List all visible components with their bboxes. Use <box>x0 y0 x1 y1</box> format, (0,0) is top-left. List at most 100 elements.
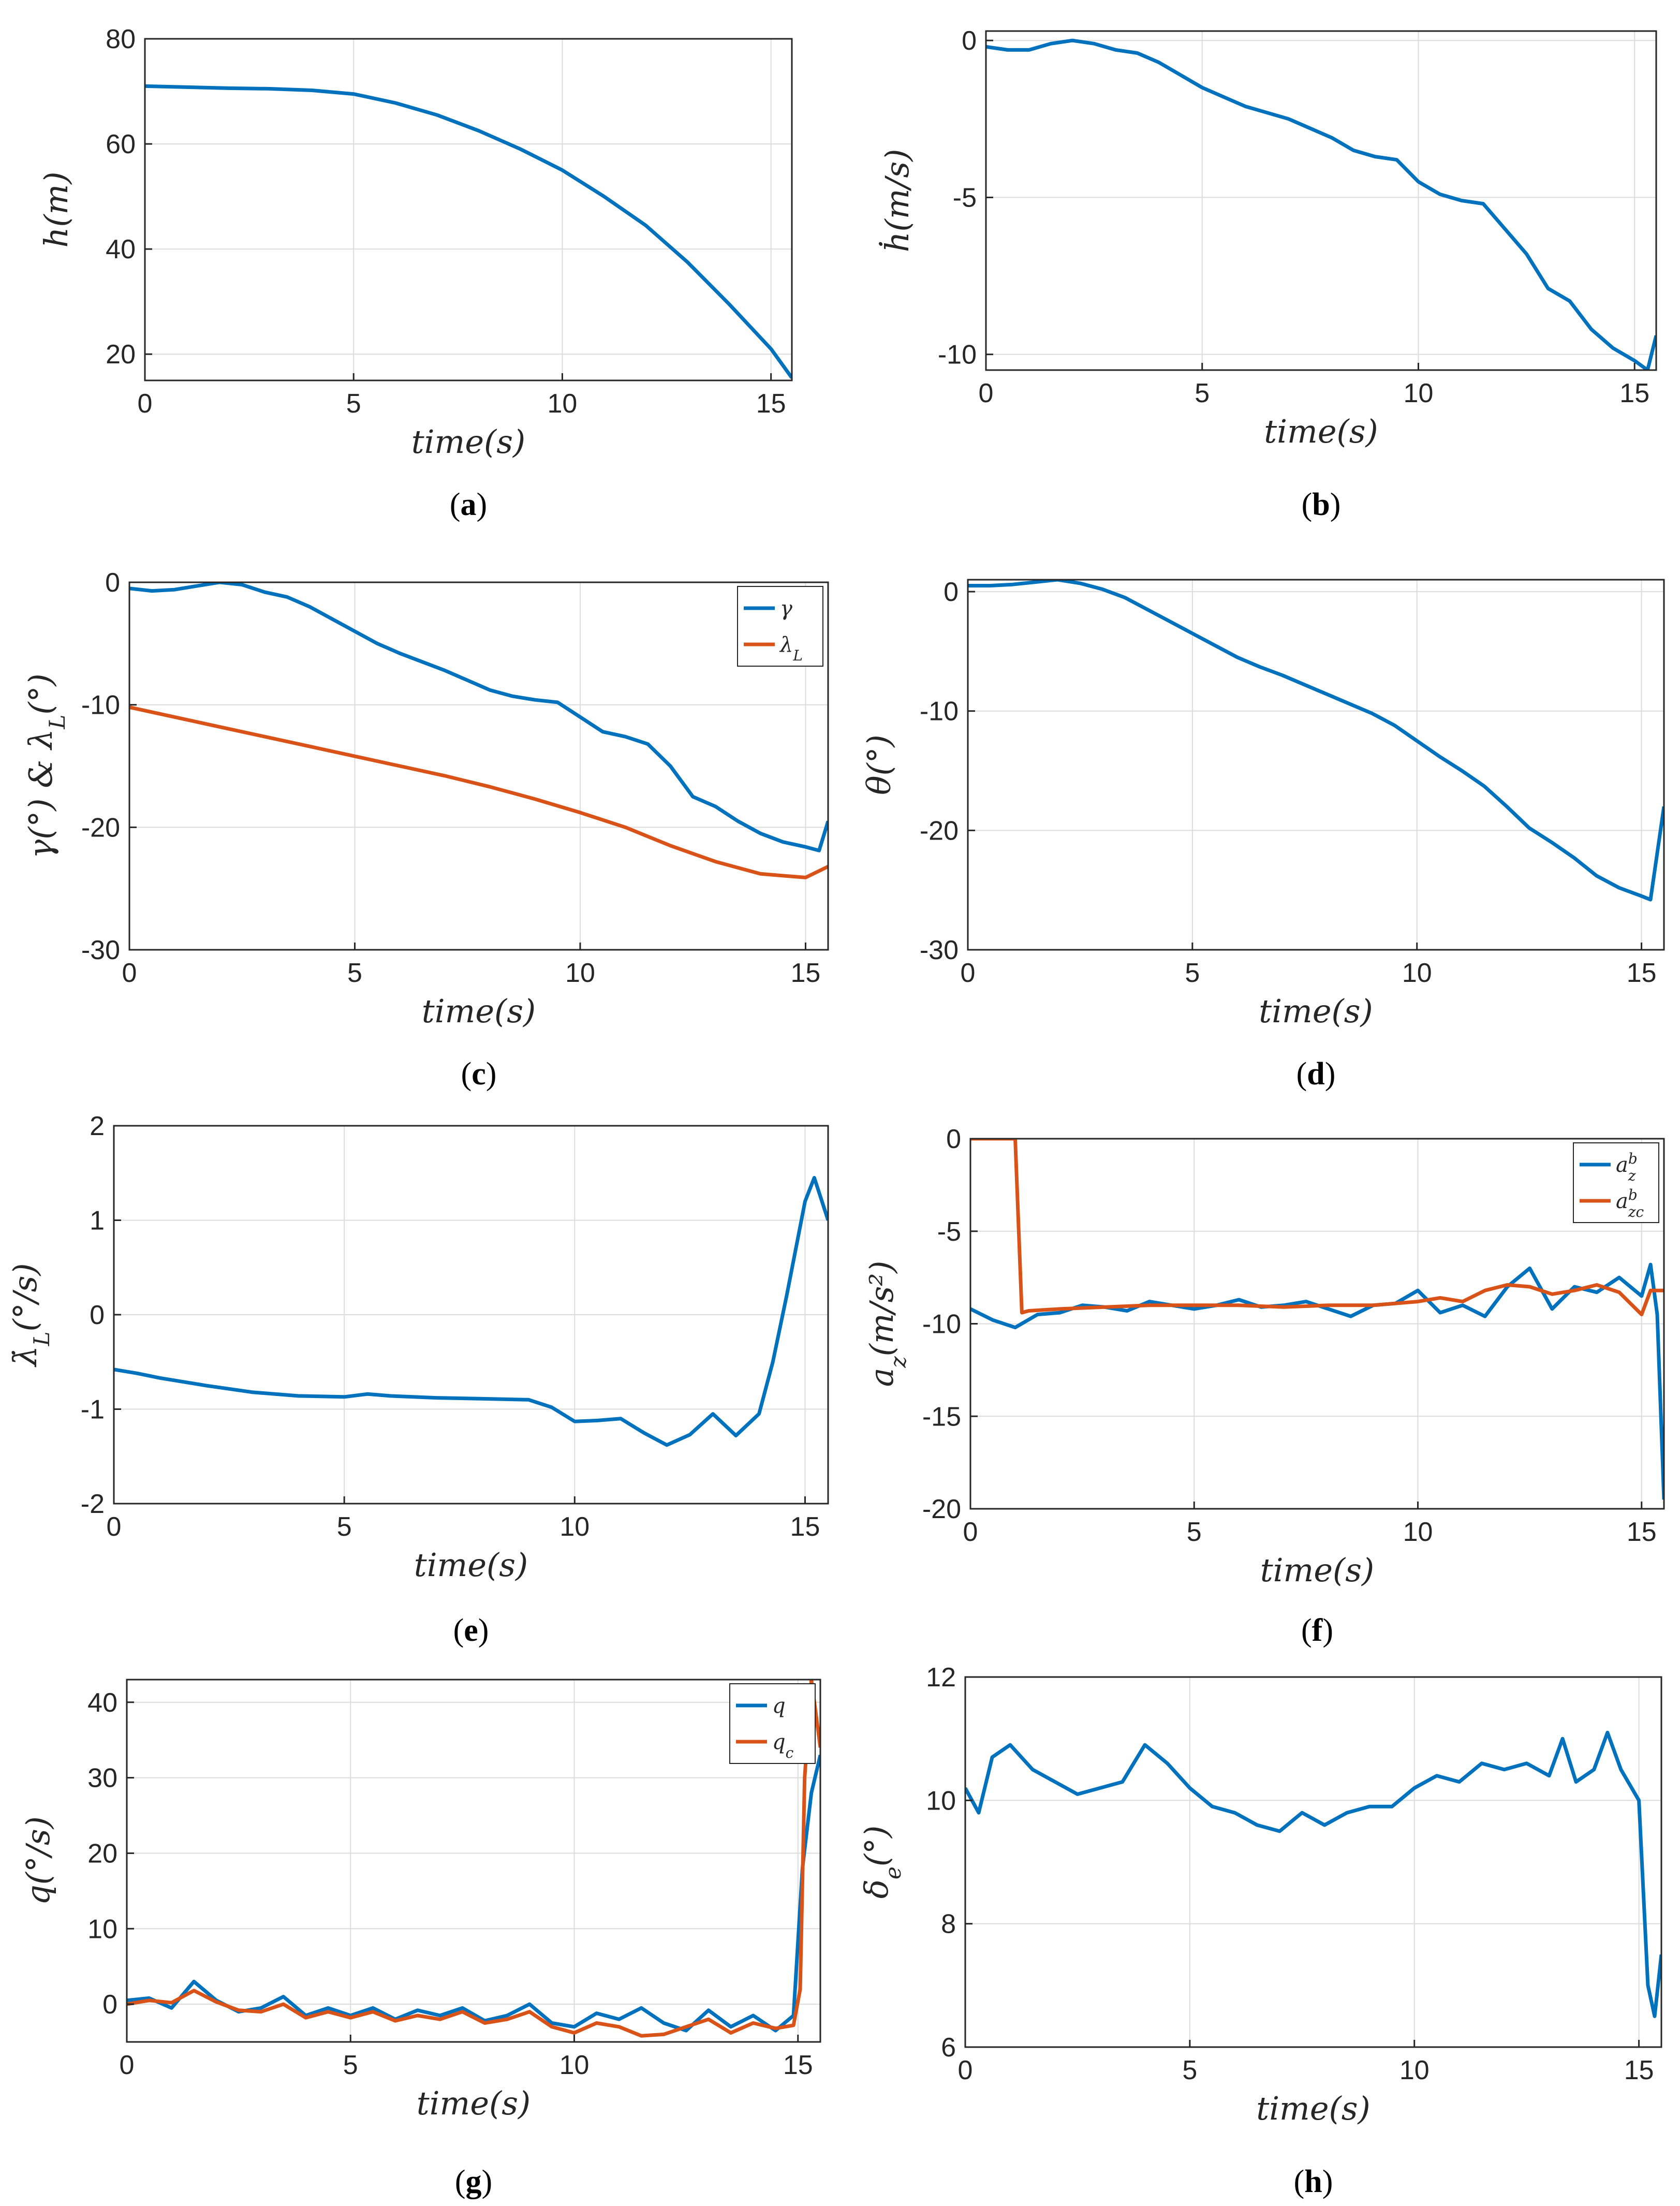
x-tick-label: 10 <box>1403 1517 1433 1547</box>
y-tick-label: 0 <box>105 568 120 598</box>
plot-area <box>968 580 1664 950</box>
series-line-h-0 <box>965 1730 1661 2018</box>
y-tick-label: -10 <box>920 697 959 727</box>
y-tick-label: 0 <box>90 1300 105 1330</box>
panel-caption: (h) <box>1294 2164 1333 2199</box>
y-tick-label: 0 <box>102 1990 117 2020</box>
x-tick-label: 15 <box>783 2050 813 2080</box>
y-tick-label: 0 <box>962 26 977 56</box>
panel-h: 0 5 10 15 6 8 10 12 time(s) δe(°) (h) <box>858 1663 1662 2199</box>
y-axis-label: θ(°) <box>860 734 898 795</box>
series-line-e-0 <box>114 1175 828 1447</box>
x-tick-label: 15 <box>790 1512 820 1542</box>
y-axis-label: h(m) <box>37 171 75 247</box>
x-tick-label: 10 <box>559 1512 590 1542</box>
legend-box <box>729 1683 816 1764</box>
y-tick-label: 40 <box>87 1688 117 1718</box>
plot-area <box>129 582 828 950</box>
axes-box <box>964 1676 1662 2048</box>
y-axis-label: az(m/s²) <box>863 1261 911 1387</box>
y-axis-label: q(°/s) <box>19 1816 57 1905</box>
y-tick-label: -5 <box>937 1217 961 1247</box>
x-tick-label: 10 <box>559 2050 590 2080</box>
y-tick-label: 30 <box>87 1763 117 1793</box>
x-tick-label: 5 <box>346 389 361 419</box>
y-tick-label: -10 <box>938 340 977 370</box>
x-tick-label: 5 <box>1187 1517 1202 1547</box>
series-line-a-0 <box>145 84 792 379</box>
x-tick-label: 15 <box>1627 1517 1657 1547</box>
y-tick-label: -30 <box>81 935 120 965</box>
x-tick-label: 5 <box>347 958 362 988</box>
x-axis-label: time(s) <box>1256 2090 1370 2127</box>
series-line-f-1 <box>970 1139 1664 1317</box>
y-tick-label: -15 <box>922 1402 961 1432</box>
series-line-g-1 <box>127 1680 820 2038</box>
x-tick-label: 15 <box>791 958 821 988</box>
x-tick-label: 5 <box>1182 2055 1197 2085</box>
axes-box <box>985 30 1657 371</box>
x-tick-label: 10 <box>565 958 595 988</box>
y-tick-label: -20 <box>81 813 120 843</box>
y-tick-label: 6 <box>941 2033 956 2063</box>
panel-caption: (a) <box>450 487 487 522</box>
y-tick-label: 80 <box>106 24 136 54</box>
y-tick-label: -10 <box>922 1310 961 1340</box>
y-tick-label: -10 <box>81 690 120 720</box>
x-tick-label: 0 <box>958 2055 973 2085</box>
panel-b: 0 5 10 15 -10 -5 0 time(s) ḣ(m/s) (b) <box>878 26 1657 522</box>
panel-caption: (d) <box>1296 1056 1336 1092</box>
x-tick-label: 10 <box>548 389 578 419</box>
x-tick-label: 15 <box>1627 958 1657 988</box>
axes-box <box>967 579 1665 951</box>
y-tick-label: -1 <box>81 1395 105 1425</box>
legend: γ λL <box>737 586 823 667</box>
panel-a: 0 5 10 15 20 40 60 80 time(s) h(m) (a) <box>37 24 793 522</box>
legend-entry: ab zc <box>1616 1186 1644 1220</box>
legend-entry: ab z <box>1616 1150 1638 1184</box>
panel-caption: (f) <box>1301 1613 1333 1648</box>
series-line-c-1 <box>129 705 828 879</box>
y-tick-label: 0 <box>946 1124 961 1154</box>
plot-area <box>127 1680 820 2042</box>
x-tick-label: 10 <box>1402 958 1432 988</box>
plot-area <box>986 31 1656 370</box>
legend-entry: q <box>772 1694 786 1718</box>
legend: ab zab zc <box>1573 1142 1659 1223</box>
series-line-d-0 <box>968 580 1664 902</box>
y-axis-label: δe(°) <box>858 1826 906 1899</box>
y-tick-label: -5 <box>953 183 977 213</box>
x-tick-label: 5 <box>343 2050 358 2080</box>
y-axis-label: λ̇L(°/s) <box>6 1263 54 1367</box>
panel-d: 0 5 10 15 -30 -20 -10 0 time(s) θ(°) (d) <box>860 577 1665 1092</box>
y-tick-label: -20 <box>920 816 959 846</box>
x-axis-label: time(s) <box>422 992 536 1030</box>
plot-area <box>965 1677 1661 2047</box>
x-tick-label: 0 <box>963 1517 978 1547</box>
x-axis-label: time(s) <box>414 1546 528 1584</box>
x-axis-label: time(s) <box>1260 1551 1374 1589</box>
y-tick-label: 60 <box>106 129 136 159</box>
legend-box <box>737 586 823 667</box>
axes-box <box>144 38 793 381</box>
series-line-b-0 <box>986 38 1656 370</box>
panel-c: 0 5 10 15 -30 -20 -10 0 time(s) γ(°) & λL(°) (c) γλ… <box>22 568 829 1092</box>
panel-caption: (g) <box>455 2164 492 2199</box>
x-tick-label: 0 <box>979 378 994 408</box>
x-tick-label: 10 <box>1399 2055 1430 2085</box>
x-tick-label: 15 <box>756 389 786 419</box>
panel-caption: (e) <box>453 1613 489 1648</box>
legend-box <box>1573 1142 1659 1223</box>
x-tick-label: 5 <box>1195 378 1210 408</box>
plot-area <box>145 39 792 380</box>
x-tick-label: 15 <box>1619 378 1649 408</box>
x-tick-label: 15 <box>1624 2055 1654 2085</box>
axes-box <box>126 1679 821 2043</box>
y-tick-label: 10 <box>926 1786 956 1816</box>
y-tick-label: 2 <box>90 1111 105 1141</box>
y-tick-label: 40 <box>106 234 136 264</box>
y-tick-label: 0 <box>944 577 959 607</box>
x-axis-label: time(s) <box>1259 992 1373 1030</box>
legend: q qc <box>729 1683 816 1764</box>
